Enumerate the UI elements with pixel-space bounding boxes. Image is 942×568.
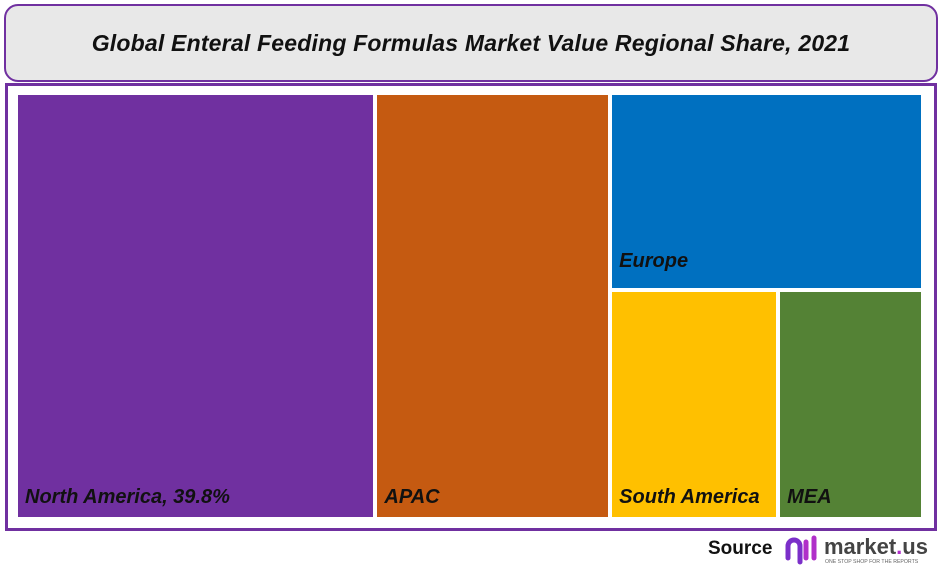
tile-label-north-america: North America, 39.8% [25, 486, 230, 508]
tile-europe: Europe [612, 95, 921, 289]
market-us-logo: market.us ONE STOP SHOP FOR THE REPORTS [785, 534, 928, 565]
chart-title: Global Enteral Feeding Formulas Market V… [91, 29, 851, 56]
title-box: Global Enteral Feeding Formulas Market V… [4, 4, 938, 82]
tile-south-america: South America [612, 292, 777, 517]
tile-label-south-america: South America [619, 485, 760, 508]
tile-label-mea: MEA [787, 485, 832, 508]
tile-mea: MEA [780, 292, 921, 517]
tile-label-europe: Europe [619, 250, 689, 273]
tile-north-america: North America, 39.8% [18, 95, 374, 517]
logo-mark-icon [785, 535, 817, 565]
svg-text:ONE STOP SHOP FOR THE REPORTS: ONE STOP SHOP FOR THE REPORTS [825, 559, 919, 565]
source-label: Source [708, 538, 773, 559]
svg-text:market.us: market.us [824, 534, 928, 559]
tile-apac: APAC [377, 95, 609, 517]
tile-label-apac: APAC [384, 486, 440, 508]
treemap: North America, 39.8% APAC Europe South Amer… [5, 83, 937, 531]
